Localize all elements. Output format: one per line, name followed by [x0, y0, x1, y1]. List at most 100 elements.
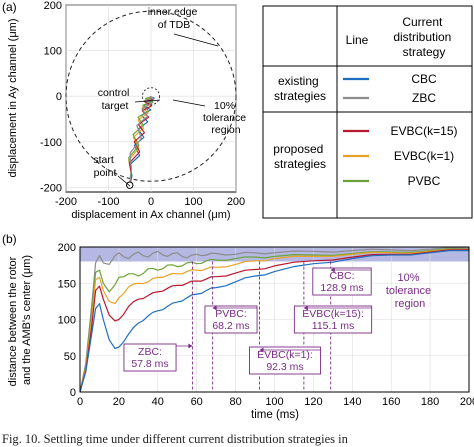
settling-box-zbc: [123, 343, 177, 372]
settling-arrowhead-evbc-k-1-: [259, 347, 264, 353]
legend-label-cbc: CBC: [411, 72, 437, 86]
y-tick-label: 200: [44, 0, 62, 12]
trajectory-series: [128, 95, 155, 186]
x-tick-label: 180: [421, 396, 439, 408]
tolerance-region-circle: [142, 87, 160, 106]
distance-plot: 020406080100120140160180200050100150200 …: [7, 242, 474, 421]
annotation-arrows: [117, 33, 219, 187]
trajectory-y-axis-label: displacement in Ay channel (μm): [7, 19, 19, 178]
x-tick-label: -200: [55, 196, 77, 208]
tolerance-arrow: [172, 99, 206, 107]
x-tick-label: 20: [113, 396, 125, 408]
distance-line-pvbc: [79, 248, 470, 393]
settling-box-evbc-k-1-: [249, 346, 321, 375]
start-point-arrow: [117, 175, 131, 187]
y-tick-label: 150: [58, 278, 76, 290]
settling-arrowhead-zbc: [188, 343, 193, 349]
panel-a-label: (a): [2, 0, 17, 14]
distance-x-axis-label: time (ms): [251, 409, 299, 421]
trajectory-line-zbc: [129, 95, 155, 186]
settling-value-zbc: 57.8 ms: [131, 358, 168, 370]
strategy-legend-table: Line Current distribution strategy exist…: [262, 5, 473, 219]
settling-text-evbc-k-1-: EVBC(k=1): 92.3 ms: [257, 349, 313, 373]
distance-line-evbc-k-1-: [79, 248, 470, 393]
band-tolerance-label: 10% tolerance region: [386, 272, 434, 310]
settling-strategy-evbc-k-15-: EVBC(k=15):: [302, 308, 364, 320]
distance-y-axis-label: distance between the rotor and the AMB's…: [7, 254, 33, 387]
legend-header-line: Line: [346, 33, 369, 47]
legend-label-zbc: ZBC: [412, 91, 436, 105]
distance-line-cbc: [79, 250, 469, 393]
x-tick-label: 140: [343, 396, 361, 408]
y-tick-label: -100: [40, 137, 62, 149]
legend-rows: CBC ZBC EVBC(k=15) EVBC(k=1) PVBC: [343, 72, 458, 188]
tdb-inner-edge-circle: [65, 10, 237, 182]
x-tick-label: 60: [191, 396, 203, 408]
distance-plot-frame: [79, 246, 470, 393]
settling-strategy-pvbc: PVBC:: [215, 308, 247, 320]
distance-series: [79, 247, 470, 393]
x-tick-label: -100: [97, 196, 119, 208]
x-tick-label: 0: [77, 396, 83, 408]
figure-caption: Fig. 10. Settling time under different c…: [2, 432, 348, 446]
control-target-arrow: [134, 99, 161, 103]
y-tick-label: 100: [58, 315, 76, 327]
tdb-arrow: [173, 33, 219, 47]
settling-box-pvbc: [204, 305, 258, 334]
legend-label-evbc-k-15-: EVBC(k=15): [390, 124, 457, 138]
x-tick-label: 160: [382, 396, 400, 408]
settling-strategy-cbc: CBC:: [329, 270, 354, 282]
legend-label-evbc-k-1-: EVBC(k=1): [394, 149, 454, 163]
y-tick-label: 0: [56, 91, 62, 103]
settling-text-pvbc: PVBC: 68.2 ms: [212, 308, 249, 332]
panel-b-label: (b): [2, 232, 17, 246]
distance-line-zbc: [79, 247, 470, 393]
settling-arrowhead-pvbc: [212, 305, 217, 311]
control-target-annotation: control target: [98, 87, 132, 112]
settling-box-cbc: [312, 267, 372, 296]
start-point-annotation: start point: [93, 154, 116, 179]
y-tick-label: 50: [64, 351, 76, 363]
settling-time-labels: ZBC: 57.8 ms PVBC: 68.2 ms EVBC(k=1): 92.3 ms…: [123, 267, 373, 375]
settling-text-cbc: CBC: 128.9 ms: [320, 270, 363, 294]
x-tick-label: 100: [184, 196, 202, 208]
x-tick-label: 40: [152, 396, 164, 408]
legend-group-existing: existing strategies: [274, 74, 326, 103]
legend-header-strategy: Current distribution strategy: [393, 15, 454, 59]
y-tick-label: 100: [44, 46, 62, 58]
settling-value-cbc: 128.9 ms: [320, 282, 363, 294]
distance-line-evbc-k-15-: [79, 249, 469, 393]
trajectory-line-pvbc: [128, 95, 153, 186]
settling-value-evbc-k-15-: 115.1 ms: [312, 320, 354, 332]
trajectory-plot-grid: [65, 4, 237, 192]
settling-text-evbc-k-15-: EVBC(k=15): 115.1 ms: [302, 308, 364, 332]
trajectory-x-axis-label: displacement in Ax channel (μm): [71, 209, 230, 221]
x-tick-label: 200: [227, 196, 245, 208]
y-tick-label: 0: [70, 387, 76, 399]
settling-arrowhead-evbc-k-15-: [303, 305, 308, 311]
tdb-annotation: inner edge of TDB: [148, 6, 201, 31]
settling-arrowhead-cbc: [330, 267, 335, 273]
y-tick-label: 200: [58, 242, 76, 254]
tolerance-annotation: 10% tolerance region: [203, 100, 249, 136]
trajectory-plot: inner edge of TDB control target 10% tol…: [7, 0, 249, 221]
legend-label-pvbc: PVBC: [408, 174, 441, 188]
y-tick-label: -200: [40, 182, 62, 194]
x-tick-label: 100: [265, 396, 283, 408]
x-tick-label: 80: [229, 396, 241, 408]
settling-value-pvbc: 68.2 ms: [212, 320, 249, 332]
start-point-marker: [126, 181, 134, 189]
settling-strategy-evbc-k-1-: EVBC(k=1):: [257, 349, 313, 361]
distance-plot-ticks: 0 20 40 60 80 100 120 140 160 180 200 0 50 100 150 200: [58, 242, 474, 408]
x-tick-label: 120: [304, 396, 322, 408]
trajectory-line-evbc-k-15-: [129, 95, 155, 186]
x-tick-label: 0: [148, 196, 154, 208]
settling-strategy-zbc: ZBC:: [138, 346, 162, 358]
settling-text-zbc: ZBC: 57.8 ms: [131, 346, 168, 370]
settling-value-evbc-k-1-: 92.3 ms: [266, 361, 303, 373]
x-tick-label: 200: [460, 396, 474, 408]
legend-group-proposed: proposed strategies: [273, 142, 326, 171]
trajectory-plot-ticks: -200 -100 0 100 200 -200 -100 0 100 200: [40, 0, 245, 208]
settling-box-evbc-k-15-: [293, 305, 373, 334]
